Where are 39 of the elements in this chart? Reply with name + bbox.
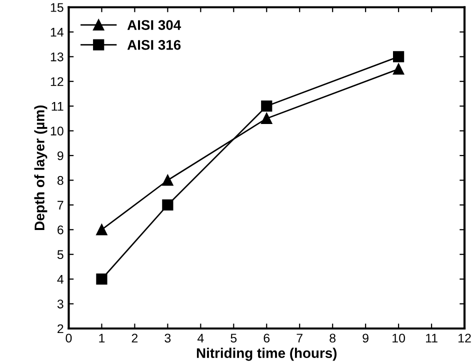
legend-label: AISI 316 — [127, 40, 181, 50]
x-tick-label: 1 — [99, 334, 105, 342]
x-tick-label: 4 — [197, 334, 204, 342]
x-tick-label: 12 — [458, 334, 471, 342]
point — [393, 51, 404, 62]
x-tick-label: 3 — [164, 334, 171, 343]
x-tick-label: 2 — [132, 334, 138, 342]
y-tick-label: 3 — [57, 300, 64, 308]
x-tick-label: 8 — [330, 334, 336, 343]
y-tick-label: 11 — [52, 102, 64, 111]
x-tick-label: 10 — [392, 334, 406, 343]
x-tick-label: 9 — [362, 334, 368, 343]
point — [261, 112, 272, 124]
y-tick-label: 14 — [50, 28, 64, 36]
y-tick-label: 13 — [50, 52, 64, 62]
y-tick-label: 5 — [57, 250, 64, 260]
x-axis-title: Nitriding time (hours) — [196, 348, 337, 361]
point — [96, 274, 108, 285]
x-tick-label: 6 — [264, 334, 270, 343]
y-tick-label: 4 — [57, 275, 64, 284]
y-tick-label: 6 — [58, 225, 64, 234]
y-tick-label: 2 — [58, 324, 64, 334]
y-axis-title: Depth of layer (µm) — [34, 106, 48, 230]
y-tick-label: 7 — [58, 200, 64, 210]
point — [162, 199, 174, 211]
y-tick-label: 12 — [50, 77, 64, 86]
legend-label: AISI 304 — [127, 20, 182, 30]
x-tick-label: 11 — [426, 334, 438, 342]
y-tick-label: 10 — [50, 126, 64, 136]
point — [96, 224, 108, 236]
x-tick-label: 7 — [296, 334, 302, 342]
point — [261, 100, 272, 112]
point — [393, 63, 404, 75]
y-tick-label: 8 — [57, 176, 64, 185]
y-tick-label: 9 — [58, 151, 64, 160]
point — [162, 174, 174, 186]
y-tick-label: 15 — [50, 3, 64, 12]
x-tick-label: 0 — [66, 334, 72, 343]
x-tick-label: 5 — [230, 334, 237, 343]
